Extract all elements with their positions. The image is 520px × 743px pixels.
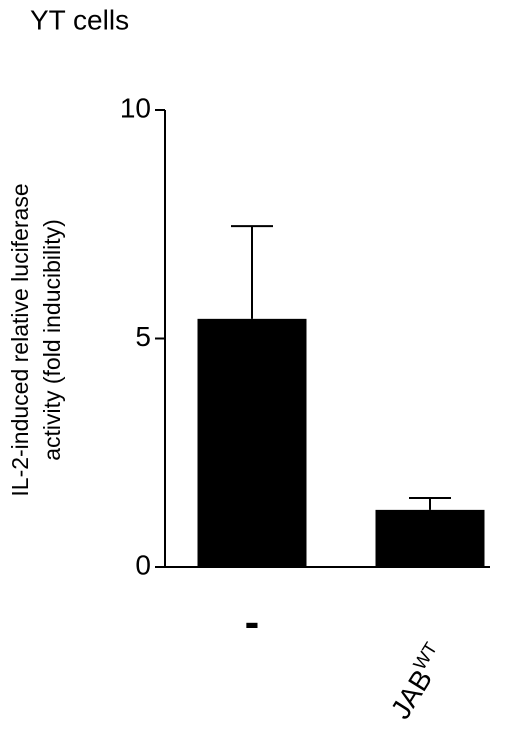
- bar: [197, 318, 307, 567]
- y-axis-label: activity (fold inducibility): [39, 219, 65, 461]
- chart-title: YT cells: [30, 4, 129, 35]
- y-tick-label: 10: [120, 92, 151, 123]
- x-tick-label: JABWT: [382, 639, 453, 725]
- x-tick-label: -: [245, 598, 260, 647]
- error-bar: [231, 225, 273, 319]
- y-tick-label: 5: [135, 321, 151, 352]
- error-bar: [409, 496, 451, 510]
- y-tick-label: 0: [135, 549, 151, 580]
- x-tick-label-main: JAB: [385, 664, 439, 724]
- bar: [375, 509, 485, 567]
- y-axis-label: IL-2-induced relative luciferase: [7, 183, 33, 496]
